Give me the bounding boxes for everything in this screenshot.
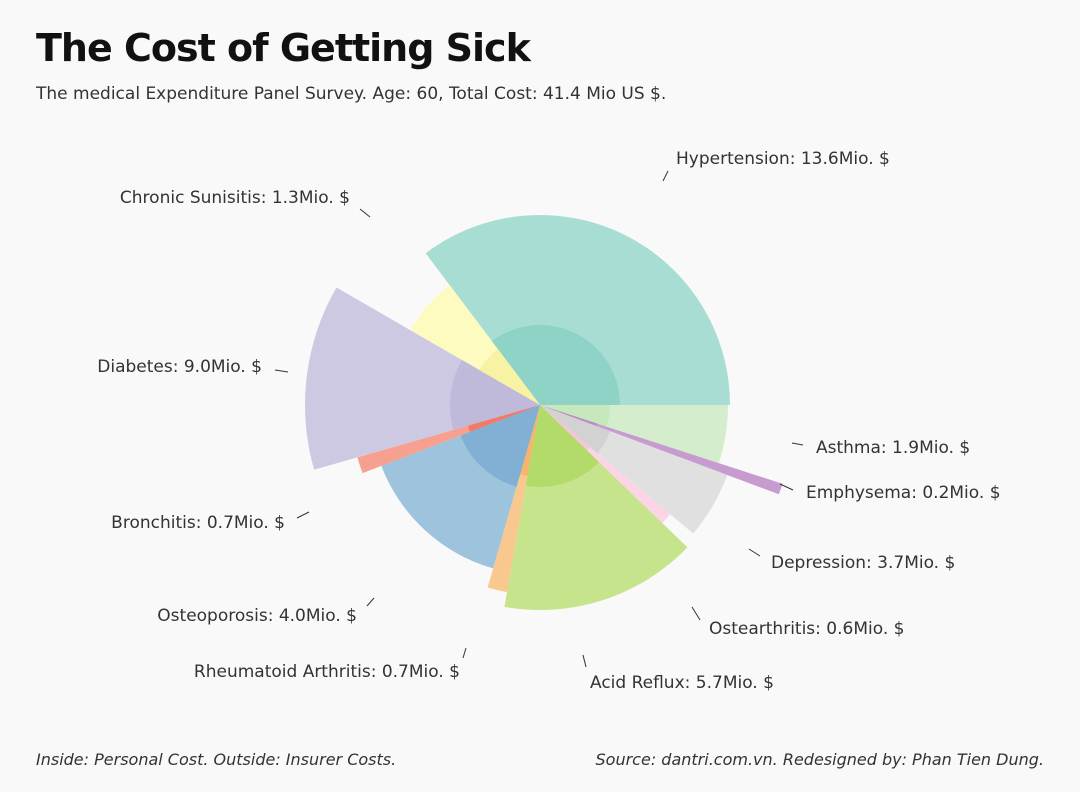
slice-inner-acid-reflux	[525, 405, 599, 487]
slice-outer-emphysema	[540, 405, 783, 495]
leader-line-rheumatoid-arthritis	[462, 647, 467, 659]
leader-line-ostearthritis	[691, 606, 701, 621]
slice-inner-chronic-sunisitis	[479, 349, 540, 405]
slice-inner-rheumatoid-arthritis	[520, 405, 540, 476]
slice-inner-emphysema	[540, 405, 598, 427]
slice-inner-asthma	[540, 405, 610, 427]
leader-line-osteoporosis	[366, 597, 375, 607]
leader-line-diabetes	[274, 369, 289, 373]
chart-title: The Cost of Getting Sick	[36, 26, 531, 70]
slice-label-emphysema: Emphysema: 0.2Mio. $	[806, 483, 1001, 503]
slice-inner-osteoporosis	[460, 405, 540, 487]
slice-label-acid-reflux: Acid Reflux: 5.7Mio. $	[590, 673, 774, 693]
slice-inner-bronchitis	[467, 405, 540, 432]
slice-label-osteoporosis: Osteoporosis: 4.0Mio. $	[157, 606, 357, 626]
leader-line-acid-reflux	[582, 654, 587, 668]
footnote: Inside: Personal Cost. Outside: Insurer …	[36, 750, 397, 769]
slice-label-diabetes: Diabetes: 9.0Mio. $	[97, 357, 262, 377]
leader-line-asthma	[791, 442, 804, 446]
leader-line-chronic-sunisitis	[359, 208, 371, 218]
chart-subtitle: The medical Expenditure Panel Survey. Ag…	[36, 84, 667, 104]
slice-inner-diabetes	[450, 360, 540, 430]
leader-line-hypertension	[662, 170, 669, 182]
inner-slices	[450, 324, 620, 487]
slice-label-chronic-sunisitis: Chronic Sunisitis: 1.3Mio. $	[120, 188, 350, 208]
slice-outer-hypertension	[425, 215, 730, 405]
slice-labels: Hypertension: 13.6Mio. $ Asthma: 1.9Mio. …	[97, 149, 1000, 693]
outer-slices	[304, 215, 783, 611]
slice-inner-ostearthritis	[540, 405, 590, 451]
slice-label-bronchitis: Bronchitis: 0.7Mio. $	[111, 513, 285, 533]
slice-label-rheumatoid-arthritis: Rheumatoid Arthritis: 0.7Mio. $	[194, 662, 460, 682]
slice-label-ostearthritis: Ostearthritis: 0.6Mio. $	[709, 619, 904, 639]
slice-outer-diabetes	[304, 287, 540, 470]
source-credit: Source: dantri.com.vn. Redesigned by: Ph…	[595, 750, 1044, 769]
leader-line-bronchitis	[296, 511, 310, 519]
slice-label-hypertension: Hypertension: 13.6Mio. $	[676, 149, 890, 169]
slice-inner-depression	[540, 405, 611, 454]
leader-line-depression	[748, 548, 761, 557]
slice-label-asthma: Asthma: 1.9Mio. $	[816, 438, 970, 458]
slice-label-depression: Depression: 3.7Mio. $	[771, 553, 955, 573]
leader-line-emphysema	[779, 483, 794, 491]
slice-inner-hypertension	[491, 324, 620, 405]
